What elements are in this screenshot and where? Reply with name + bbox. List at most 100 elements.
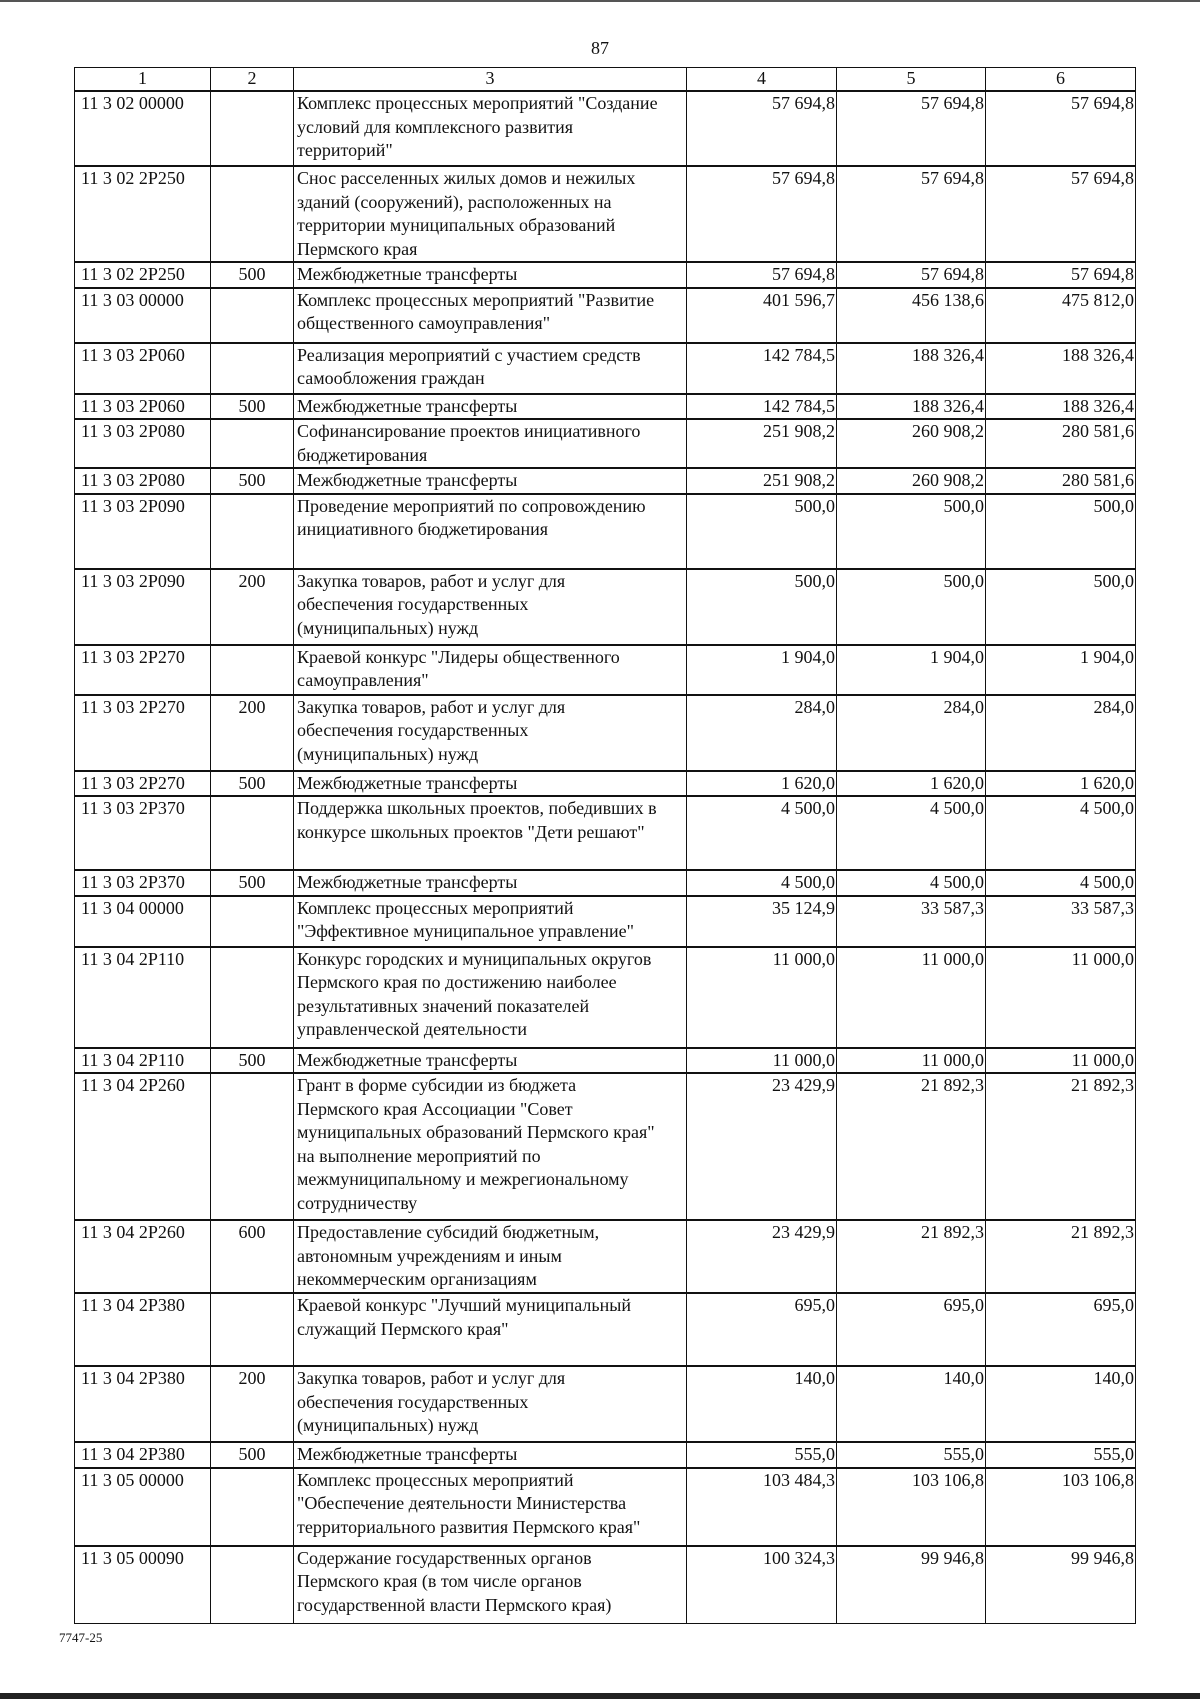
row-code: 11 3 03 2P370 <box>74 795 211 871</box>
value-col-5: 4 500,0 <box>836 795 986 871</box>
value-col-5: 57 694,8 <box>836 261 986 288</box>
value-col-6: 33 587,3 <box>985 894 1136 947</box>
row-code: 11 3 03 00000 <box>74 286 211 343</box>
value-col-5: 1 620,0 <box>836 769 986 797</box>
value-col-6: 57 694,8 <box>985 90 1136 167</box>
budget-table: 1 2 3 4 5 6 11 3 02 00000 Комплекс процес… <box>74 67 1136 1624</box>
document-code: 7747-25 <box>59 1630 103 1645</box>
value-col-4: 35 124,9 <box>686 894 837 947</box>
expense-type: 600 <box>210 1219 294 1294</box>
value-col-6: 103 106,8 <box>985 1466 1136 1546</box>
value-col-5: 188 326,4 <box>836 341 986 394</box>
row-description: Комплекс процессных мероприятий "Обеспеч… <box>293 1466 687 1546</box>
expense-type: 500 <box>210 1441 294 1468</box>
value-col-5: 555,0 <box>836 1441 986 1468</box>
row-code: 11 3 04 2P380 <box>74 1292 211 1367</box>
value-col-5: 57 694,8 <box>836 165 986 263</box>
table-row: 11 3 04 2P110 500 Межбюджетные трансферты 1… <box>74 1046 1136 1074</box>
row-description: Закупка товаров, работ и услуг для обесп… <box>293 1365 687 1443</box>
row-code: 11 3 03 2P270 <box>74 643 211 695</box>
value-col-5: 456 138,6 <box>836 286 986 343</box>
value-col-5: 1 904,0 <box>836 643 986 695</box>
value-col-5: 695,0 <box>836 1292 986 1367</box>
value-col-4: 4 500,0 <box>686 795 837 871</box>
value-col-4: 1 904,0 <box>686 643 837 695</box>
value-col-4: 284,0 <box>686 693 837 771</box>
value-col-4: 4 500,0 <box>686 869 837 896</box>
expense-type: 200 <box>210 567 294 645</box>
value-col-4: 251 908,2 <box>686 467 837 494</box>
value-col-6: 280 581,6 <box>985 467 1136 494</box>
table-row: 11 3 02 00000 Комплекс процессных меропри… <box>74 90 1136 167</box>
row-code: 11 3 03 2P080 <box>74 467 211 494</box>
value-col-5: 11 000,0 <box>836 945 986 1048</box>
row-description: Межбюджетные трансферты <box>293 467 687 494</box>
row-description: Межбюджетные трансферты <box>293 769 687 797</box>
row-description: Софинансирование проектов инициативного … <box>293 418 687 469</box>
row-description: Содержание государственных органов Пермс… <box>293 1544 687 1624</box>
expense-type <box>210 795 294 871</box>
value-col-4: 57 694,8 <box>686 165 837 263</box>
value-col-6: 188 326,4 <box>985 341 1136 394</box>
value-col-6: 4 500,0 <box>985 795 1136 871</box>
value-col-4: 57 694,8 <box>686 90 837 167</box>
expense-type: 500 <box>210 392 294 420</box>
value-col-4: 142 784,5 <box>686 341 837 394</box>
value-col-6: 99 946,8 <box>985 1544 1136 1624</box>
value-col-5: 11 000,0 <box>836 1046 986 1074</box>
expense-type <box>210 1292 294 1367</box>
row-code: 11 3 04 2P260 <box>74 1072 211 1221</box>
table-row: 11 3 03 2P270 200 Закупка товаров, работ и… <box>74 693 1136 771</box>
value-col-5: 4 500,0 <box>836 869 986 896</box>
row-code: 11 3 02 00000 <box>74 90 211 167</box>
expense-type <box>210 418 294 469</box>
table-row: 11 3 03 2P370 500 Межбюджетные трансферты 4… <box>74 869 1136 896</box>
value-col-4: 555,0 <box>686 1441 837 1468</box>
value-col-6: 11 000,0 <box>985 945 1136 1048</box>
table-row: 11 3 03 2P090 200 Закупка товаров, работ и… <box>74 567 1136 645</box>
expense-type <box>210 286 294 343</box>
value-col-5: 21 892,3 <box>836 1219 986 1294</box>
row-code: 11 3 03 2P090 <box>74 567 211 645</box>
col-header-6: 6 <box>985 67 1136 92</box>
scan-bottom-edge <box>0 1693 1200 1699</box>
col-header-5: 5 <box>836 67 986 92</box>
col-header-2: 2 <box>210 67 294 92</box>
value-col-4: 57 694,8 <box>686 261 837 288</box>
table-row: 11 3 05 00000 Комплекс процессных меропри… <box>74 1466 1136 1546</box>
expense-type: 500 <box>210 869 294 896</box>
row-description: Межбюджетные трансферты <box>293 1046 687 1074</box>
value-col-6: 500,0 <box>985 567 1136 645</box>
value-col-6: 284,0 <box>985 693 1136 771</box>
row-code: 11 3 03 2P080 <box>74 418 211 469</box>
value-col-6: 695,0 <box>985 1292 1136 1367</box>
expense-type <box>210 165 294 263</box>
row-code: 11 3 04 2P380 <box>74 1441 211 1468</box>
value-col-6: 4 500,0 <box>985 869 1136 896</box>
value-col-4: 103 484,3 <box>686 1466 837 1546</box>
table-row: 11 3 03 2P060 Реализация мероприятий с уч… <box>74 341 1136 394</box>
row-description: Проведение мероприятий по сопровождению … <box>293 492 687 569</box>
row-description: Грант в форме субсидии из бюджета Пермск… <box>293 1072 687 1221</box>
table-row: 11 3 02 2P250 500 Межбюджетные трансферты 5… <box>74 261 1136 288</box>
expense-type: 200 <box>210 1365 294 1443</box>
page-number: 87 <box>591 38 609 58</box>
scan-top-edge <box>0 0 1200 2</box>
row-code: 11 3 02 2P250 <box>74 165 211 263</box>
table-row: 11 3 04 2P260 Грант в форме субсидии из б… <box>74 1072 1136 1221</box>
value-col-5: 103 106,8 <box>836 1466 986 1546</box>
value-col-6: 11 000,0 <box>985 1046 1136 1074</box>
expense-type <box>210 341 294 394</box>
row-code: 11 3 05 00000 <box>74 1466 211 1546</box>
row-description: Межбюджетные трансферты <box>293 261 687 288</box>
row-code: 11 3 04 00000 <box>74 894 211 947</box>
expense-type: 500 <box>210 261 294 288</box>
row-description: Предоставление субсидий бюджетным, автон… <box>293 1219 687 1294</box>
row-description: Снос расселенных жилых домов и нежилых з… <box>293 165 687 263</box>
table-row: 11 3 04 2P260 600 Предоставление субсидий … <box>74 1219 1136 1294</box>
value-col-6: 1 620,0 <box>985 769 1136 797</box>
table-row: 11 3 03 00000 Комплекс процессных меропри… <box>74 286 1136 343</box>
value-col-4: 401 596,7 <box>686 286 837 343</box>
value-col-6: 140,0 <box>985 1365 1136 1443</box>
row-description: Межбюджетные трансферты <box>293 1441 687 1468</box>
